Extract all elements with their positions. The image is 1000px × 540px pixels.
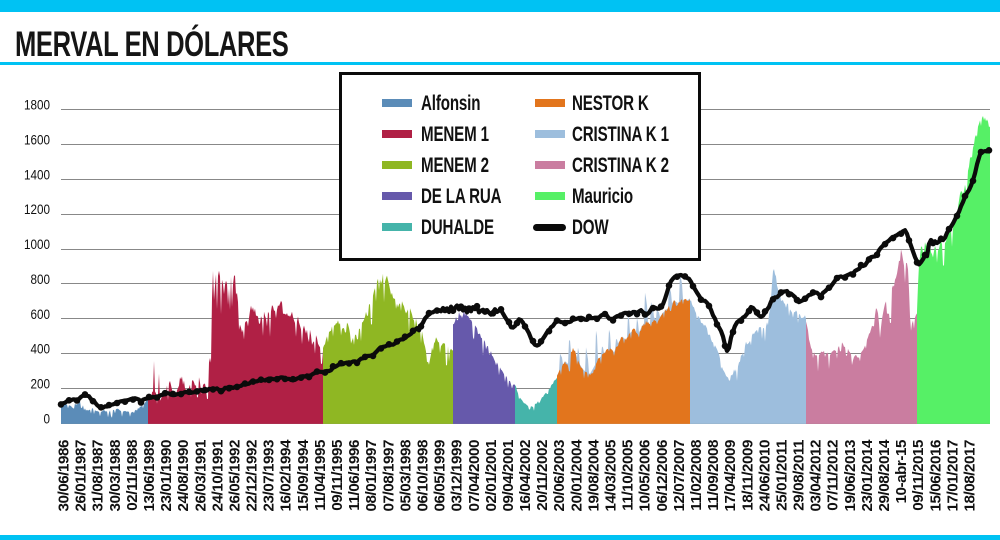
svg-text:30/03/1988: 30/03/1988 bbox=[107, 440, 124, 512]
svg-text:08/01/1997: 08/01/1997 bbox=[363, 440, 380, 512]
svg-text:16/04/2002: 16/04/2002 bbox=[517, 440, 534, 512]
svg-text:24/10/1991: 24/10/1991 bbox=[209, 439, 226, 512]
svg-text:29/08/2014: 29/08/2014 bbox=[876, 439, 893, 512]
svg-text:24/06/2010: 24/06/2010 bbox=[756, 440, 773, 512]
svg-text:30/06/1986: 30/06/1986 bbox=[56, 440, 73, 512]
svg-text:11/02/2008: 11/02/2008 bbox=[688, 440, 705, 511]
svg-text:09/04/2001: 09/04/2001 bbox=[500, 439, 517, 512]
svg-text:20/06/2003: 20/06/2003 bbox=[551, 440, 568, 512]
svg-text:07/04/2000: 07/04/2000 bbox=[466, 440, 483, 512]
svg-text:07/08/1997: 07/08/1997 bbox=[380, 440, 397, 512]
svg-text:07/11/2012: 07/11/2012 bbox=[825, 440, 842, 511]
svg-text:06/10/1998: 06/10/1998 bbox=[415, 440, 432, 512]
svg-text:24/08/1990: 24/08/1990 bbox=[175, 440, 192, 512]
svg-text:31/08/1987: 31/08/1987 bbox=[90, 440, 107, 512]
svg-text:12/07/2007: 12/07/2007 bbox=[671, 440, 688, 512]
svg-text:18/08/2017: 18/08/2017 bbox=[962, 440, 979, 512]
svg-text:15/06/2016: 15/06/2016 bbox=[927, 440, 944, 512]
svg-text:20/11/2002: 20/11/2002 bbox=[534, 440, 551, 511]
svg-text:23/01/2014: 23/01/2014 bbox=[859, 439, 876, 512]
svg-text:1000: 1000 bbox=[24, 237, 50, 252]
svg-text:17/01/2017: 17/01/2017 bbox=[944, 440, 961, 512]
svg-text:20/01/2004: 20/01/2004 bbox=[568, 439, 585, 512]
svg-text:23/07/1993: 23/07/1993 bbox=[261, 440, 278, 512]
svg-text:1400: 1400 bbox=[24, 167, 50, 182]
svg-text:26/03/1991: 26/03/1991 bbox=[192, 439, 209, 512]
svg-text:09/11/2015: 09/11/2015 bbox=[910, 439, 927, 511]
svg-text:600: 600 bbox=[31, 307, 51, 322]
svg-text:1600: 1600 bbox=[24, 132, 50, 147]
svg-text:15/09/1994: 15/09/1994 bbox=[295, 439, 312, 512]
svg-text:22/12/1992: 22/12/1992 bbox=[244, 440, 261, 512]
svg-text:19/08/2004: 19/08/2004 bbox=[585, 439, 602, 512]
svg-text:10/05/2006: 10/05/2006 bbox=[637, 440, 654, 512]
svg-text:26/05/1992: 26/05/1992 bbox=[226, 440, 243, 512]
svg-text:10-abr-15: 10-abr-15 bbox=[893, 439, 910, 503]
svg-text:200: 200 bbox=[31, 377, 51, 392]
svg-text:06/05/1999: 06/05/1999 bbox=[432, 440, 449, 512]
svg-text:06/12/2006: 06/12/2006 bbox=[654, 440, 671, 512]
svg-text:03/04/2012: 03/04/2012 bbox=[808, 440, 825, 512]
svg-text:17/04/2009: 17/04/2009 bbox=[722, 440, 739, 512]
svg-text:25/01/2011: 25/01/2011 bbox=[774, 439, 791, 511]
svg-text:0: 0 bbox=[44, 412, 51, 427]
svg-text:29/08/2011: 29/08/2011 bbox=[791, 439, 808, 511]
svg-text:11/09/2008: 11/09/2008 bbox=[705, 440, 722, 511]
svg-text:800: 800 bbox=[31, 272, 51, 287]
svg-text:18/11/2009: 18/11/2009 bbox=[739, 440, 756, 511]
svg-text:26/01/1987: 26/01/1987 bbox=[73, 440, 90, 512]
svg-text:11/06/1996: 11/06/1996 bbox=[346, 440, 363, 511]
svg-text:16/02/1994: 16/02/1994 bbox=[278, 439, 295, 512]
svg-text:11/04/1995: 11/04/1995 bbox=[312, 439, 329, 511]
svg-text:02/01/2001: 02/01/2001 bbox=[483, 439, 500, 512]
svg-text:13/06/1989: 13/06/1989 bbox=[141, 440, 158, 512]
svg-text:11/10/2005: 11/10/2005 bbox=[620, 439, 637, 511]
svg-text:400: 400 bbox=[31, 342, 51, 357]
svg-text:09/11/1995: 09/11/1995 bbox=[329, 439, 346, 511]
svg-text:14/03/2005: 14/03/2005 bbox=[603, 439, 620, 512]
svg-text:19/06/2013: 19/06/2013 bbox=[842, 440, 859, 512]
svg-text:1200: 1200 bbox=[24, 202, 50, 217]
svg-text:05/03/1998: 05/03/1998 bbox=[397, 440, 414, 512]
svg-text:03/12/1999: 03/12/1999 bbox=[449, 440, 466, 512]
svg-text:23/01/1990: 23/01/1990 bbox=[158, 440, 175, 512]
svg-text:1800: 1800 bbox=[24, 98, 50, 113]
svg-text:02/11/1988: 02/11/1988 bbox=[124, 440, 141, 511]
